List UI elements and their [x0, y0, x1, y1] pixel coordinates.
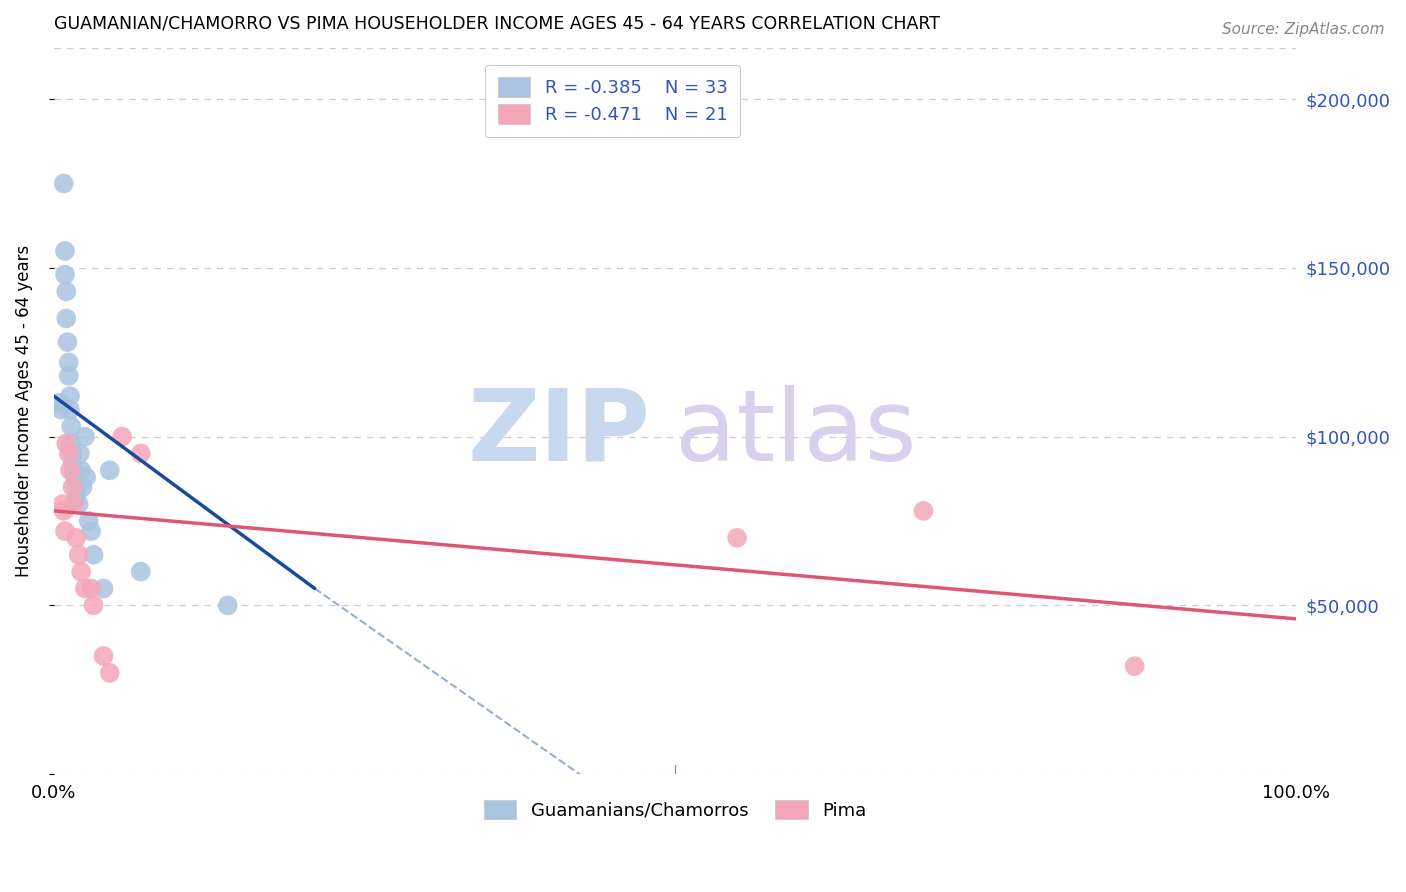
Text: ZIP: ZIP [467, 384, 650, 482]
Point [73, 582, 96, 596]
Point [98, 665, 121, 680]
Point [60, 419, 83, 434]
Point [53, 268, 76, 282]
Text: Source: ZipAtlas.com: Source: ZipAtlas.com [1222, 22, 1385, 37]
Point [80, 524, 103, 538]
Point [55, 436, 77, 450]
Point [62, 480, 84, 494]
Point [217, 599, 239, 613]
Point [80, 582, 103, 596]
Point [62, 446, 84, 460]
Point [59, 389, 82, 403]
Point [62, 457, 84, 471]
Point [62, 463, 84, 477]
Point [67, 497, 90, 511]
Point [51, 497, 73, 511]
Text: atlas: atlas [675, 384, 917, 482]
Point [52, 504, 75, 518]
Point [63, 470, 86, 484]
Point [59, 463, 82, 477]
Point [65, 531, 87, 545]
Point [55, 311, 77, 326]
Point [912, 504, 935, 518]
Point [49, 396, 72, 410]
Point [65, 491, 87, 505]
Point [129, 565, 152, 579]
Point [56, 335, 79, 350]
Point [52, 177, 75, 191]
Point [65, 480, 87, 494]
Point [67, 548, 90, 562]
Point [62, 497, 84, 511]
Point [1123, 659, 1146, 673]
Point [69, 446, 91, 460]
Point [77, 514, 100, 528]
Point [129, 446, 152, 460]
Point [70, 565, 93, 579]
Point [111, 429, 134, 443]
Point [93, 648, 115, 663]
Y-axis label: Householder Income Ages 45 - 64 years: Householder Income Ages 45 - 64 years [15, 245, 32, 577]
Legend: Guamanians/Chamorros, Pima: Guamanians/Chamorros, Pima [477, 792, 873, 827]
Point [83, 548, 105, 562]
Point [93, 582, 115, 596]
Point [72, 480, 94, 494]
Point [83, 599, 105, 613]
Point [98, 463, 121, 477]
Point [725, 531, 748, 545]
Point [58, 368, 80, 383]
Point [51, 402, 73, 417]
Point [53, 244, 76, 258]
Point [58, 355, 80, 369]
Point [55, 285, 77, 299]
Point [70, 463, 93, 477]
Point [53, 524, 76, 538]
Point [73, 429, 96, 443]
Point [75, 470, 97, 484]
Text: GUAMANIAN/CHAMORRO VS PIMA HOUSEHOLDER INCOME AGES 45 - 64 YEARS CORRELATION CHA: GUAMANIAN/CHAMORRO VS PIMA HOUSEHOLDER I… [53, 15, 939, 33]
Point [58, 446, 80, 460]
Point [59, 402, 82, 417]
Point [60, 436, 83, 450]
